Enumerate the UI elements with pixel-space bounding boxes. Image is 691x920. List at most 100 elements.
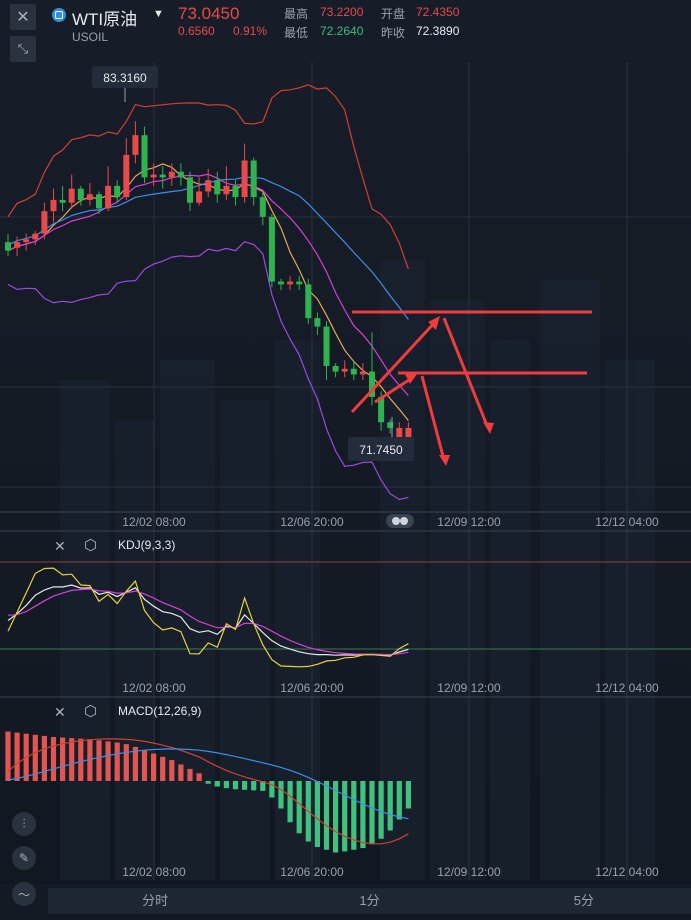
candle-body	[5, 242, 11, 251]
x-tick-label: 12/12 04:00	[595, 681, 659, 695]
scroll-handle[interactable]	[386, 514, 414, 528]
candlestick-series	[5, 121, 412, 448]
candle-body	[96, 194, 102, 209]
draw-button[interactable]: ✎	[12, 846, 36, 870]
macd-bar	[278, 781, 284, 809]
macd-bar	[178, 764, 184, 781]
macd-bar	[41, 735, 47, 781]
x-tick-label: 12/06 20:00	[280, 515, 344, 529]
grid-lines	[0, 62, 691, 880]
candle-body	[369, 371, 375, 397]
chart-canvas[interactable]: 83.3160 71.7450 12/02 08:00 12/06 20:00 12…	[0, 62, 691, 884]
x-tick-label: 12/09 12:00	[437, 681, 501, 695]
price-change: 0.6560	[178, 24, 215, 38]
tab-5min[interactable]: 5分	[573, 893, 594, 908]
kdj-close-icon[interactable]: ✕	[54, 538, 66, 554]
macd-bar	[5, 731, 11, 781]
candle-body	[41, 211, 48, 234]
shrink-button[interactable]: ⤡	[10, 36, 36, 62]
macd-bar	[32, 734, 38, 781]
macd-bar	[387, 781, 393, 831]
candle-style-button[interactable]: ⫶	[12, 812, 36, 836]
indicator-button[interactable]: 〜	[12, 882, 36, 906]
analysis-arrows	[350, 310, 592, 466]
macd-bar	[360, 781, 366, 849]
candle-body	[77, 188, 84, 200]
macd-bar	[69, 738, 75, 781]
candle-body	[223, 185, 230, 195]
symbol-name[interactable]: WTI原油	[72, 10, 138, 29]
macd-bar	[287, 781, 293, 823]
macd-bar	[78, 738, 84, 781]
candle-body	[86, 194, 93, 200]
macd-close-icon[interactable]: ✕	[54, 704, 66, 720]
candle-body	[214, 180, 221, 195]
macd-bar	[123, 744, 129, 781]
macd-bar	[223, 781, 229, 789]
symbol-logo-icon	[52, 8, 66, 22]
macd-bar	[396, 781, 402, 820]
macd-bar	[114, 742, 120, 781]
prev-close-value: 72.3890	[416, 24, 460, 38]
x-tick-label: 12/02 08:00	[122, 681, 186, 695]
macd-bar	[251, 781, 257, 791]
macd-bar	[260, 781, 266, 791]
macd-bar	[96, 740, 102, 781]
x-tick-label: 12/06 20:00	[280, 681, 344, 695]
candle-body	[50, 199, 57, 212]
candle-body	[168, 171, 175, 178]
macd-label: MACD(12,26,9)	[118, 704, 202, 718]
x-tick-label: 12/12 04:00	[595, 515, 659, 529]
pen-icon: ✎	[18, 851, 30, 865]
high-label: 最高	[284, 7, 309, 21]
macd-settings-icon[interactable]: ⬡	[84, 703, 98, 720]
candle-body	[141, 135, 148, 178]
dropdown-caret-icon[interactable]: ▼	[153, 8, 164, 20]
candle-body	[14, 242, 21, 248]
candle-body	[332, 365, 339, 372]
candle-body	[359, 371, 366, 375]
macd-lines	[7, 738, 409, 845]
macd-bar	[205, 781, 211, 784]
candle-body	[405, 427, 412, 440]
candle-body	[32, 233, 39, 240]
candle-body	[296, 281, 303, 285]
x-tick-label: 12/02 08:00	[122, 515, 186, 529]
candle-body	[59, 199, 66, 203]
collapse-arrows-icon: ⤡	[17, 41, 29, 56]
tab-1min[interactable]: 1分	[359, 893, 380, 908]
macd-dif-line	[7, 738, 409, 845]
low-value: 72.2640	[320, 24, 364, 38]
candle-body	[314, 318, 321, 327]
candle-body	[123, 154, 130, 198]
close-button[interactable]: ✕	[10, 4, 36, 30]
macd-bar	[196, 773, 202, 781]
macd-bar	[232, 781, 239, 790]
last-price: 73.0450	[178, 4, 240, 23]
kdj-label: KDJ(9,3,3)	[118, 538, 176, 552]
macd-bar	[187, 768, 193, 781]
panel-separators	[0, 511, 691, 698]
svg-text:71.7450: 71.7450	[359, 443, 403, 457]
boll-upper-line	[7, 84, 409, 270]
tab-intraday[interactable]: 分时	[142, 893, 169, 908]
open-value: 72.4350	[416, 5, 460, 19]
line-chart-icon: 〜	[17, 887, 30, 902]
candle-body	[287, 281, 294, 285]
x-tick-label: 12/02 08:00	[122, 865, 186, 879]
candle-body	[305, 284, 312, 319]
kdj-j-line	[7, 567, 409, 668]
svg-text:83.3160: 83.3160	[103, 71, 147, 85]
candle-body	[150, 174, 157, 178]
candle-body	[268, 216, 275, 282]
candle-body	[114, 185, 121, 198]
candle-body	[350, 368, 357, 375]
macd-bar	[323, 781, 330, 850]
high-value: 73.2200	[320, 5, 364, 19]
macd-bar	[242, 781, 248, 790]
kdj-settings-icon[interactable]: ⬡	[84, 537, 98, 554]
prev-close-label: 昨收	[381, 26, 406, 40]
x-tick-label: 12/06 20:00	[280, 865, 344, 879]
macd-bar	[132, 746, 138, 781]
kdj-k-line	[7, 584, 409, 656]
